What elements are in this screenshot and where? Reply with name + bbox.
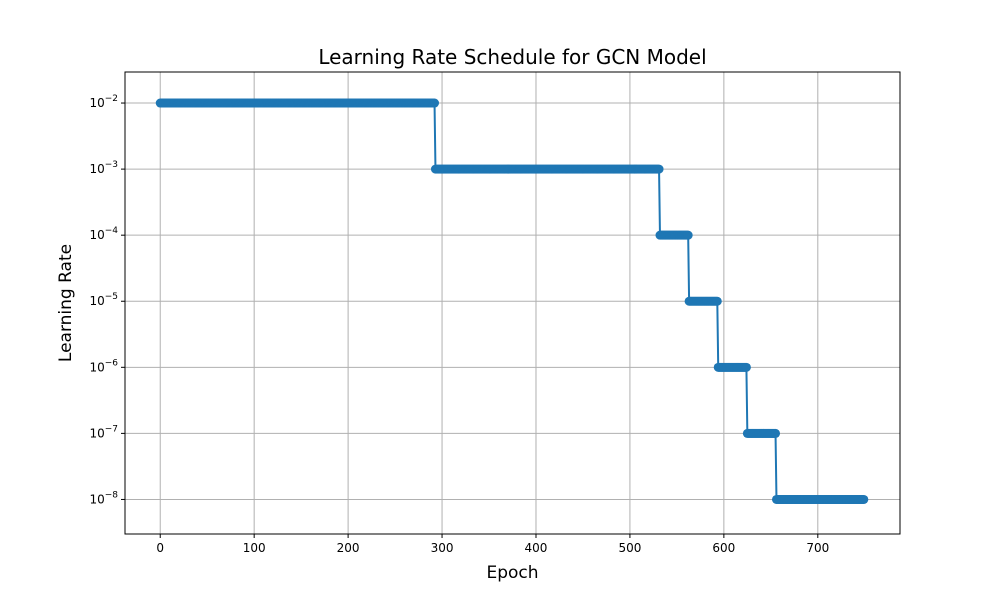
data-point [683,230,693,240]
x-tick-label: 100 [243,541,266,555]
x-tick-label: 500 [618,541,641,555]
y-tick-label: 10−5 [89,292,118,308]
y-tick-label: 10−2 [89,94,118,110]
y-axis-label: Learning Rate [56,244,76,362]
data-point [712,296,722,306]
x-tick-label: 200 [337,541,360,555]
data-point [771,428,781,438]
data-point [859,494,869,504]
x-tick-label: 400 [525,541,548,555]
data-series [155,98,869,504]
x-tick-label: 0 [156,541,164,555]
data-point [430,98,440,108]
plot-area [125,72,900,534]
data-point [654,164,664,174]
y-tick-label: 10−3 [89,160,118,176]
y-tick-label: 10−7 [89,424,118,440]
x-tick-label: 700 [806,541,829,555]
x-tick-label: 600 [712,541,735,555]
data-point [741,362,751,372]
y-tick-label: 10−4 [89,226,118,242]
y-tick-label: 10−6 [89,358,118,374]
y-tick-label: 10−8 [89,490,118,506]
y-axis-ticks: 10−2 10−3 10−4 10−5 10−6 10−7 10−8 [89,94,125,506]
plot-frame [124,71,901,535]
chart-title: Learning Rate Schedule for GCN Model [318,45,706,69]
x-axis-label: Epoch [486,563,538,583]
x-tick-label: 300 [431,541,454,555]
x-axis-ticks: 0 100 200 300 400 500 600 700 [156,534,829,555]
